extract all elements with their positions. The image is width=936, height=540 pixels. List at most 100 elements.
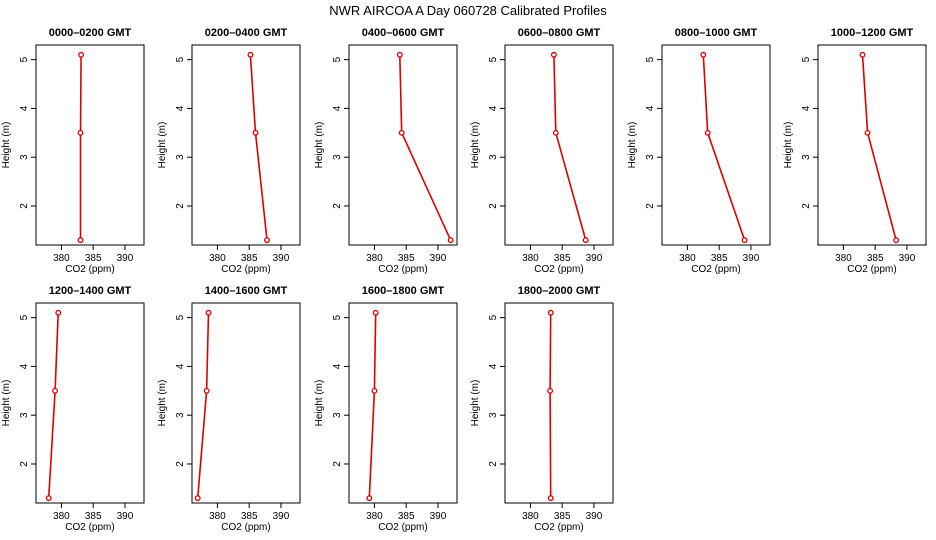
data-point xyxy=(547,387,554,394)
y-tick-label: 5 xyxy=(645,56,656,62)
profile-line xyxy=(79,54,82,241)
y-tick-label: 3 xyxy=(19,412,30,418)
x-axis-label: CO2 (ppm) xyxy=(65,264,114,275)
y-tick-label: 3 xyxy=(19,154,30,160)
y-tick-label: 4 xyxy=(488,363,499,369)
x-tick-label: 380 xyxy=(53,511,70,522)
x-axis-label: CO2 (ppm) xyxy=(221,264,270,275)
panel-title: 1600–1800 GMT xyxy=(362,285,445,297)
x-tick-label: 380 xyxy=(366,253,383,264)
plot-frame xyxy=(191,302,301,504)
data-point xyxy=(864,129,871,136)
data-point xyxy=(396,51,403,58)
panel-title: 0200–0400 GMT xyxy=(205,27,288,39)
x-tick-label: 385 xyxy=(398,253,415,264)
y-tick-label: 2 xyxy=(488,203,499,209)
x-tick-label: 385 xyxy=(711,253,728,264)
panels: 0000–0200 GMT 380 385 390 2 3 4 5 CO2 (ppm) Heigh… xyxy=(1,27,927,533)
profile-line xyxy=(702,54,746,241)
data-point xyxy=(547,309,554,316)
y-axis-label: Height (m) xyxy=(157,122,168,169)
plot-frame xyxy=(504,302,614,504)
y-tick-label: 2 xyxy=(332,461,343,467)
data-point xyxy=(78,51,85,58)
chart-panel: 1600–1800 GMT 380 385 390 2 3 4 5 CO2 (ppm) Heigh… xyxy=(314,285,458,533)
y-axis-label: Height (m) xyxy=(470,122,481,169)
data-point xyxy=(264,237,270,244)
y-tick-label: 5 xyxy=(488,56,499,62)
data-point xyxy=(859,51,866,58)
x-tick-label: 390 xyxy=(117,511,134,522)
data-point xyxy=(366,495,373,502)
y-tick-label: 2 xyxy=(175,461,186,467)
x-axis-label: CO2 (ppm) xyxy=(534,522,583,533)
x-tick-label: 385 xyxy=(867,253,884,264)
data-point xyxy=(203,387,210,394)
y-axis-label: Height (m) xyxy=(470,380,481,427)
plot-frame xyxy=(191,44,301,246)
y-tick-label: 4 xyxy=(175,363,186,369)
data-point xyxy=(582,237,589,244)
chart-panel: 0600–0800 GMT 380 385 390 2 3 4 5 CO2 (ppm) Heigh… xyxy=(470,27,614,275)
plot-frame xyxy=(817,44,927,246)
y-tick-label: 2 xyxy=(175,203,186,209)
chart-panel: 0200–0400 GMT 380 385 390 2 3 4 5 CO2 (ppm) Heigh… xyxy=(157,27,301,275)
panel-title: 1800–2000 GMT xyxy=(518,285,601,297)
x-tick-label: 380 xyxy=(522,511,539,522)
y-tick-label: 3 xyxy=(488,412,499,418)
y-tick-label: 4 xyxy=(19,105,30,111)
y-tick-label: 4 xyxy=(645,105,656,111)
x-tick-label: 390 xyxy=(430,511,447,522)
y-axis-label: Height (m) xyxy=(314,380,325,427)
data-point xyxy=(893,237,900,244)
y-tick-label: 3 xyxy=(332,412,343,418)
x-tick-label: 385 xyxy=(554,511,571,522)
y-tick-label: 4 xyxy=(19,363,30,369)
data-point xyxy=(77,237,84,244)
y-axis-label: Height (m) xyxy=(783,122,794,169)
y-tick-label: 4 xyxy=(175,105,186,111)
y-tick-label: 5 xyxy=(332,56,343,62)
x-tick-label: 380 xyxy=(835,253,852,264)
data-point xyxy=(447,237,454,244)
panel-title: 1000–1200 GMT xyxy=(831,27,914,39)
chart-panel: 0400–0600 GMT 380 385 390 2 3 4 5 CO2 (ppm) Heigh… xyxy=(314,27,458,275)
data-point xyxy=(77,129,84,136)
data-point xyxy=(252,129,259,136)
plot-frame xyxy=(35,44,145,246)
y-axis-label: Height (m) xyxy=(1,122,12,169)
profile-line xyxy=(553,54,587,241)
panel-title: 1400–1600 GMT xyxy=(205,285,288,297)
y-tick-label: 4 xyxy=(801,105,812,111)
data-point xyxy=(372,309,379,316)
chart-panel: 1400–1600 GMT 380 385 390 2 3 4 5 CO2 (ppm) Heigh… xyxy=(157,285,301,533)
y-tick-label: 4 xyxy=(488,105,499,111)
chart-panel: 1800–2000 GMT 380 385 390 2 3 4 5 CO2 (ppm) Heigh… xyxy=(470,285,614,533)
y-tick-label: 3 xyxy=(488,154,499,160)
y-tick-label: 4 xyxy=(332,363,343,369)
y-tick-label: 3 xyxy=(175,154,186,160)
chart-panel: 1200–1400 GMT 380 385 390 2 3 4 5 CO2 (ppm) Heigh… xyxy=(1,285,145,533)
y-tick-label: 5 xyxy=(332,314,343,320)
y-tick-label: 5 xyxy=(175,314,186,320)
y-tick-label: 2 xyxy=(19,461,30,467)
data-point xyxy=(398,129,405,136)
profile-line xyxy=(399,54,452,241)
x-tick-label: 385 xyxy=(241,253,258,264)
y-tick-label: 3 xyxy=(332,154,343,160)
plot-frame xyxy=(504,44,614,246)
data-point xyxy=(247,51,254,58)
data-point xyxy=(52,387,59,394)
data-point xyxy=(194,495,201,502)
x-axis-label: CO2 (ppm) xyxy=(221,522,270,533)
y-axis-label: Height (m) xyxy=(314,122,325,169)
y-axis-label: Height (m) xyxy=(627,122,638,169)
data-point xyxy=(741,237,748,244)
panel-title: 0600–0800 GMT xyxy=(518,27,601,39)
x-axis-label: CO2 (ppm) xyxy=(847,264,896,275)
profile-line xyxy=(549,312,552,499)
x-axis-label: CO2 (ppm) xyxy=(378,264,427,275)
figure-title: NWR AIRCOA A Day 060728 Calibrated Profi… xyxy=(329,3,607,18)
data-point xyxy=(704,129,711,136)
